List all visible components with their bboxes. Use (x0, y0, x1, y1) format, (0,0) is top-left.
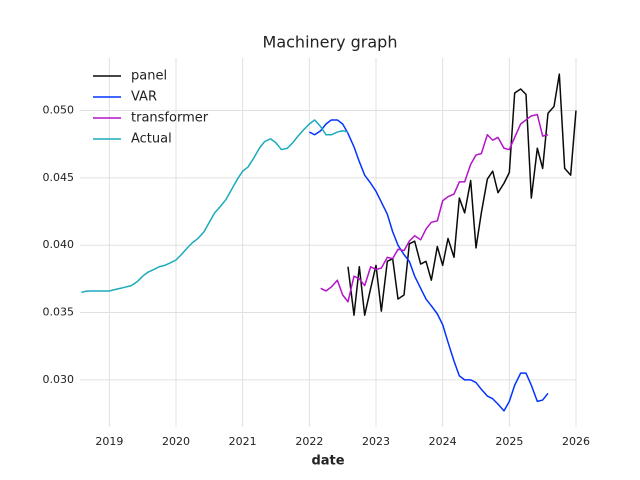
x-axis-label: date (311, 454, 344, 469)
chart-title: Machinery graph (263, 33, 398, 52)
x-tick-label: 2023 (362, 435, 390, 448)
series-line (347, 73, 577, 316)
legend-label: transformer (131, 111, 209, 126)
x-tick-label: 2026 (562, 435, 590, 448)
y-tick-label: 0.045 (43, 171, 75, 184)
x-tick-label: 2020 (162, 435, 190, 448)
series-line (308, 119, 549, 412)
x-tick-label: 2025 (495, 435, 523, 448)
series-line (320, 113, 549, 303)
x-tick-label: 2022 (295, 435, 323, 448)
y-tick-label: 0.040 (43, 238, 75, 251)
legend-label: Actual (131, 132, 172, 147)
y-tick-label: 0.035 (43, 306, 75, 319)
x-tick-label: 2024 (429, 435, 457, 448)
y-tick-label: 0.050 (43, 104, 75, 117)
x-tick-label: 2019 (95, 435, 123, 448)
y-tick-label: 0.030 (43, 373, 75, 386)
series-line (81, 119, 349, 294)
x-tick-label: 2021 (229, 435, 257, 448)
legend-label: panel (131, 69, 167, 84)
legend-label: VAR (131, 90, 157, 105)
